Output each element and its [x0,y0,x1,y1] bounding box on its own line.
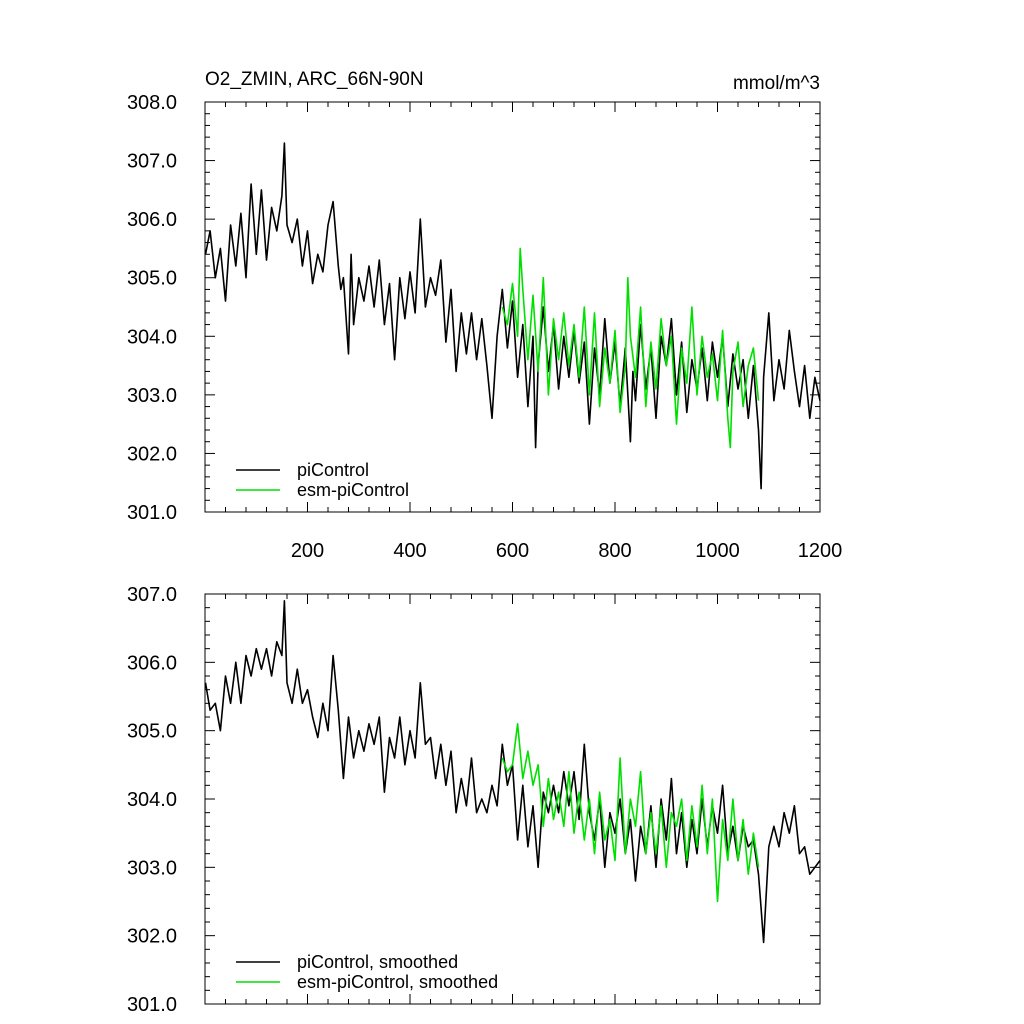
y-tick-label: 302.0 [127,443,177,465]
y-tick-label: 303.0 [127,385,177,407]
legend-label-picontrol: piControl [297,460,369,480]
y-tick-label: 306.0 [127,652,177,674]
y-tick-label: 301.0 [127,502,177,524]
y-tick-label: 302.0 [127,926,177,948]
series-line-picontrol [204,142,821,490]
y-tick-label: 308.0 [127,92,177,114]
x-tick-label: 400 [393,540,426,562]
chart-title: O2_ZMIN, ARC_66N-90N [205,69,424,90]
y-tick-label: 305.0 [127,721,177,743]
x-tick-label: 1200 [798,540,843,562]
units-label: mmol/m^3 [733,73,820,94]
legend-label-esm-picontrol: esm-piControl [297,480,409,500]
series-line-esm-picontrol [501,247,760,449]
legend-label-picontrol-smoothed: piControl, smoothed [297,952,458,972]
y-tick-label: 307.0 [127,584,177,606]
y-tick-label: 301.0 [127,994,177,1016]
legend-label-esm-picontrol-smoothed: esm-piControl, smoothed [297,972,498,992]
bottom-legend: piControl, smoothed esm-piControl, smoot… [236,952,498,992]
top-chart-panel: 301.0 302.0 303.0 304.0 305.0 306.0 307.0 308.0… [127,92,842,562]
x-tick-label: 200 [291,540,324,562]
y-tick-label: 304.0 [127,326,177,348]
x-tick-label: 800 [598,540,631,562]
top-legend: piControl esm-piControl [236,460,409,500]
bottom-chart-panel: 301.0 302.0 303.0 304.0 305.0 306.0 307.0 [127,584,821,1016]
plot-frame [204,593,821,1005]
series-line-picontrol-smoothed [204,599,821,944]
y-tick-label: 303.0 [127,857,177,879]
y-tick-label: 306.0 [127,209,177,231]
x-tick-label: 600 [496,540,529,562]
x-tick-label: 1000 [695,540,740,562]
y-tick-label: 307.0 [127,151,177,173]
y-tick-label: 305.0 [127,268,177,290]
series-line-esm-picontrol-smoothed [501,722,760,903]
y-tick-label: 304.0 [127,789,177,811]
